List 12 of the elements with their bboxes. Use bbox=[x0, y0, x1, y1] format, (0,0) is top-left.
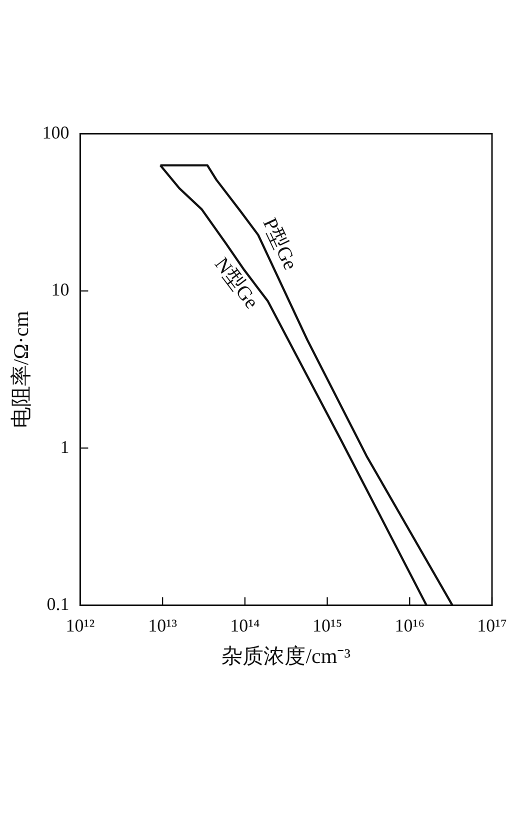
x-tick-label: 10¹⁶ bbox=[394, 616, 424, 636]
x-axis-title: 杂质浓度/cm⁻³ bbox=[222, 644, 350, 668]
y-tick-label: 1 bbox=[60, 436, 70, 457]
x-tick-label: 10¹⁵ bbox=[312, 616, 342, 636]
y-axis-title: 电阻率/Ω·cm bbox=[9, 310, 34, 428]
x-tick-label: 10¹² bbox=[66, 616, 95, 636]
y-tick-label: 100 bbox=[42, 122, 70, 143]
x-tick-label: 10¹⁴ bbox=[230, 616, 260, 636]
x-tick-label: 10¹³ bbox=[148, 616, 178, 636]
y-tick-label: 0.1 bbox=[46, 594, 70, 614]
x-tick-label: 10¹⁷ bbox=[477, 616, 507, 636]
y-tick-label: 10 bbox=[51, 280, 70, 300]
